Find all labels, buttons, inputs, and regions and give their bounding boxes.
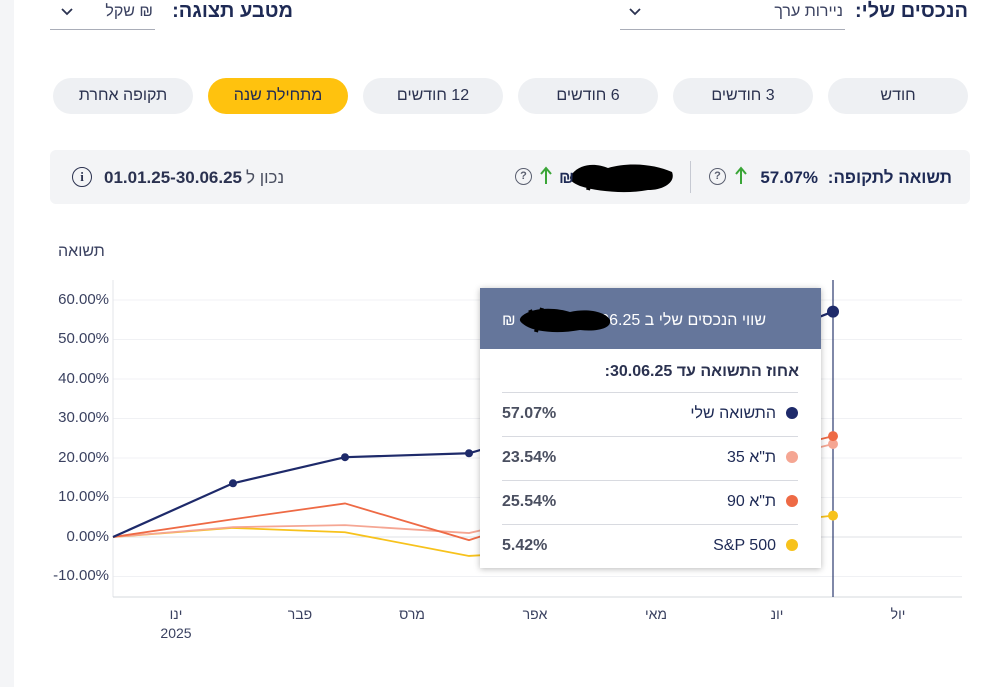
- as-of-range: 01.01.25-30.06.25: [104, 168, 243, 187]
- x-year-label: 2025: [160, 625, 192, 641]
- period-custom-button[interactable]: תקופה אחרת: [53, 78, 193, 114]
- x-tick-label: יול: [890, 606, 906, 622]
- chart-tooltip: שווי הנכסים שלי ב 30.06.25: ₪ אחוז התשוא…: [480, 288, 821, 568]
- series-endpoint: [828, 431, 838, 442]
- chevron-down-icon: [61, 8, 73, 16]
- x-tick-label: יונ: [770, 606, 784, 622]
- data-point: [341, 453, 349, 462]
- y-tick-label: 30.00%: [58, 409, 109, 426]
- tooltip-subtitle: אחוז התשואה עד 30.06.25:: [604, 363, 799, 380]
- currency-dropdown[interactable]: ₪ שקל: [50, 0, 155, 30]
- period-return-label: תשואה לתקופה:: [827, 168, 952, 187]
- x-tick-label: אפר: [522, 606, 548, 622]
- period-ytd-button[interactable]: מתחילת שנה: [208, 78, 348, 114]
- series-endpoint: [828, 510, 838, 521]
- tooltip-row: ת"א 90 25.54%: [502, 480, 798, 525]
- legend-dot: [786, 539, 798, 551]
- info-icon[interactable]: i: [72, 167, 92, 187]
- y-axis-title: תשואה: [58, 243, 105, 260]
- period-return-value: 57.07%: [760, 168, 818, 187]
- summary-divider: [690, 161, 691, 193]
- data-point: [229, 479, 237, 488]
- series-endpoint: [827, 305, 839, 318]
- period-month-button[interactable]: חודש: [828, 78, 968, 114]
- tooltip-row-name: ת"א 90: [726, 493, 776, 510]
- legend-dot: [786, 451, 798, 463]
- x-tick-label: מרס: [399, 606, 425, 622]
- y-tick-label: 20.00%: [58, 449, 109, 466]
- x-tick-label: פבר: [287, 606, 313, 622]
- tooltip-header: שווי הנכסים שלי ב 30.06.25: ₪: [480, 288, 821, 349]
- y-tick-label: 10.00%: [58, 488, 109, 505]
- assets-dropdown[interactable]: ניירות ערך: [620, 0, 845, 30]
- help-icon[interactable]: ?: [515, 168, 532, 185]
- tooltip-header-currency: ₪: [502, 312, 516, 329]
- period-3-months-button[interactable]: 3 חודשים: [673, 78, 813, 114]
- data-point: [465, 449, 473, 458]
- y-tick-label: -10.00%: [53, 567, 109, 584]
- tooltip-row-value: 23.54%: [502, 449, 557, 466]
- x-tick-label: ינו: [169, 606, 183, 622]
- y-tick-label: 40.00%: [58, 370, 109, 387]
- left-panel-edge: [0, 0, 14, 687]
- legend-dot: [786, 407, 798, 419]
- summary-bar: תשואה לתקופה: 57.07% ? ₪ ? נכון ל 01.01.…: [50, 150, 970, 204]
- period-12-months-button[interactable]: 12 חודשים: [363, 78, 503, 114]
- assets-dropdown-value: ניירות ערך: [774, 3, 843, 20]
- x-tick-label: מאי: [644, 606, 668, 622]
- y-tick-label: 60.00%: [58, 291, 109, 308]
- currency-dropdown-value: ₪ שקל: [105, 3, 153, 20]
- up-arrow-icon: [735, 166, 747, 184]
- period-6-months-button[interactable]: 6 חודשים: [518, 78, 658, 114]
- legend-dot: [786, 495, 798, 507]
- tooltip-row-value: 5.42%: [502, 537, 548, 554]
- help-icon[interactable]: ?: [709, 168, 726, 185]
- y-tick-label: 0.00%: [66, 528, 109, 545]
- assets-label: הנכסים שלי:: [855, 0, 968, 22]
- redacted-amount: [570, 164, 673, 193]
- tooltip-row-name: ת"א 35: [726, 449, 776, 466]
- redacted-amount: [519, 307, 611, 333]
- tooltip-row: ת"א 35 23.54%: [502, 436, 798, 481]
- up-arrow-icon: [540, 166, 552, 184]
- y-tick-label: 50.00%: [58, 330, 109, 347]
- tooltip-row-name: התשואה שלי: [690, 405, 776, 422]
- series-endpoint: [828, 439, 838, 450]
- tooltip-row-value: 25.54%: [502, 493, 557, 510]
- tooltip-row: S&P 500 5.42%: [502, 524, 798, 569]
- currency-label: מטבע תצוגה:: [172, 0, 293, 22]
- chevron-down-icon: [629, 8, 641, 16]
- amount-currency: ₪: [559, 168, 575, 187]
- tooltip-row-name: S&P 500: [713, 537, 776, 554]
- as-of-label: נכון ל: [246, 168, 285, 187]
- tooltip-row: התשואה שלי 57.07%: [502, 392, 798, 437]
- tooltip-row-value: 57.07%: [502, 405, 557, 422]
